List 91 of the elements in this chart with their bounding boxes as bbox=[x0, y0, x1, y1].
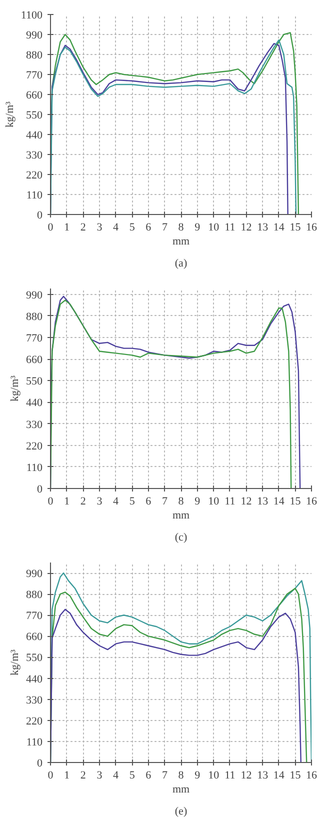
x-tick-label: 1 bbox=[64, 222, 70, 234]
x-tick-label: 9 bbox=[194, 496, 201, 508]
y-tick-label: 660 bbox=[26, 631, 43, 644]
text: (e) bbox=[174, 806, 188, 818]
y-tick-label: 220 bbox=[26, 715, 43, 728]
y-tick-label: 220 bbox=[26, 170, 43, 182]
y-tick-label: 330 bbox=[26, 418, 43, 431]
x-tick-label: 5 bbox=[129, 770, 136, 782]
y-tick-label: 110 bbox=[26, 462, 43, 474]
y-tick-label: 880 bbox=[26, 310, 43, 323]
x-tick-label: 6 bbox=[146, 222, 152, 234]
x-tick-label: 11 bbox=[224, 222, 236, 234]
x-tick-label: 7 bbox=[162, 496, 168, 508]
x-tick-label: 13 bbox=[257, 496, 269, 508]
y-tick-label: 440 bbox=[26, 130, 43, 142]
y-tick-label: 0 bbox=[37, 758, 43, 770]
text: (c) bbox=[174, 532, 188, 544]
y-tick-label: 550 bbox=[26, 110, 43, 122]
y-tick-label: 660 bbox=[26, 90, 43, 102]
y-tick-label: 990 bbox=[26, 30, 43, 42]
x-tick-label: 13 bbox=[257, 222, 269, 234]
x-tick-label: 1 bbox=[64, 496, 70, 508]
x-tick-label: 5 bbox=[129, 496, 136, 508]
x-tick-label: 8 bbox=[178, 496, 184, 508]
x-tick-label: 7 bbox=[162, 770, 168, 782]
x-tick-label: 6 bbox=[146, 496, 152, 508]
x-tick-label: 12 bbox=[240, 222, 252, 234]
y-tick-label: 110 bbox=[26, 190, 43, 202]
x-tick-label: 2 bbox=[80, 496, 86, 508]
y-tick-label: 0 bbox=[37, 210, 43, 222]
x-tick-label: 3 bbox=[96, 222, 103, 234]
x-tick-label: 14 bbox=[273, 496, 285, 508]
y-tick-label: 880 bbox=[26, 589, 43, 602]
x-tick-label: 12 bbox=[240, 496, 252, 508]
x-tick-label: 4 bbox=[113, 496, 119, 508]
x-tick-label: 9 bbox=[194, 770, 201, 782]
y-tick-label: 770 bbox=[26, 610, 43, 622]
x-tick-label: 11 bbox=[224, 770, 236, 782]
y-tick-label: 770 bbox=[26, 70, 43, 82]
x-tick-label: 3 bbox=[96, 496, 103, 508]
x-tick-label: 10 bbox=[208, 770, 220, 782]
x-tick-label: 6 bbox=[146, 770, 152, 782]
x-tick-label: 1 bbox=[64, 770, 70, 782]
x-tick-label: 5 bbox=[129, 222, 136, 234]
x-tick-label: 8 bbox=[178, 222, 184, 234]
x-tick-label: 4 bbox=[113, 770, 119, 782]
y-tick-label: 440 bbox=[26, 397, 43, 410]
x-tick-label: 9 bbox=[194, 222, 201, 234]
x-tick-label: 0 bbox=[48, 770, 54, 782]
x-tick-label: 10 bbox=[208, 222, 220, 234]
x-tick-label: 14 bbox=[273, 770, 285, 782]
x-tick-label: 7 bbox=[162, 222, 168, 234]
x-tick-label: 2 bbox=[80, 222, 86, 234]
y-tick-label: 330 bbox=[26, 150, 43, 162]
x-axis-title: mm bbox=[172, 784, 190, 796]
y-axis-title: kg/m³ bbox=[9, 648, 21, 676]
y-tick-label: 0 bbox=[37, 484, 43, 496]
x-tick-label: 13 bbox=[257, 770, 269, 782]
x-tick-label: 0 bbox=[48, 496, 54, 508]
y-axis-title: kg/m³ bbox=[9, 374, 21, 402]
y-tick-label: 990 bbox=[26, 568, 43, 580]
x-tick-label: 8 bbox=[178, 770, 184, 782]
y-tick-label: 660 bbox=[26, 354, 43, 366]
x-tick-label: 16 bbox=[306, 496, 318, 508]
y-tick-label: 440 bbox=[26, 673, 43, 686]
x-tick-label: 4 bbox=[113, 222, 119, 234]
y-tick-label: 550 bbox=[26, 376, 43, 388]
y-tick-label: 1100 bbox=[20, 10, 43, 22]
y-tick-label: 770 bbox=[26, 332, 43, 345]
x-tick-label: 12 bbox=[240, 770, 252, 782]
y-tick-label: 220 bbox=[26, 440, 43, 452]
y-tick-label: 110 bbox=[26, 736, 43, 748]
x-tick-label: 10 bbox=[208, 496, 220, 508]
x-tick-label: 15 bbox=[290, 770, 302, 782]
x-tick-label: 15 bbox=[290, 222, 302, 234]
y-tick-label: 880 bbox=[26, 50, 43, 62]
x-tick-label: 15 bbox=[290, 496, 302, 508]
x-tick-label: 16 bbox=[306, 222, 318, 234]
x-tick-label: 11 bbox=[224, 496, 236, 508]
x-tick-label: 2 bbox=[80, 770, 86, 782]
x-axis-title: mm bbox=[172, 236, 190, 248]
x-tick-label: 14 bbox=[273, 222, 285, 234]
y-tick-label: 550 bbox=[26, 652, 43, 664]
y-axis-title: kg/m³ bbox=[4, 100, 16, 128]
y-tick-label: 990 bbox=[26, 289, 43, 302]
y-tick-label: 330 bbox=[26, 694, 43, 706]
x-tick-label: 0 bbox=[48, 222, 54, 234]
x-axis-title: mm bbox=[172, 510, 190, 522]
x-tick-label: 3 bbox=[96, 770, 103, 782]
x-tick-label: 16 bbox=[306, 770, 318, 782]
text: (a) bbox=[174, 258, 188, 270]
